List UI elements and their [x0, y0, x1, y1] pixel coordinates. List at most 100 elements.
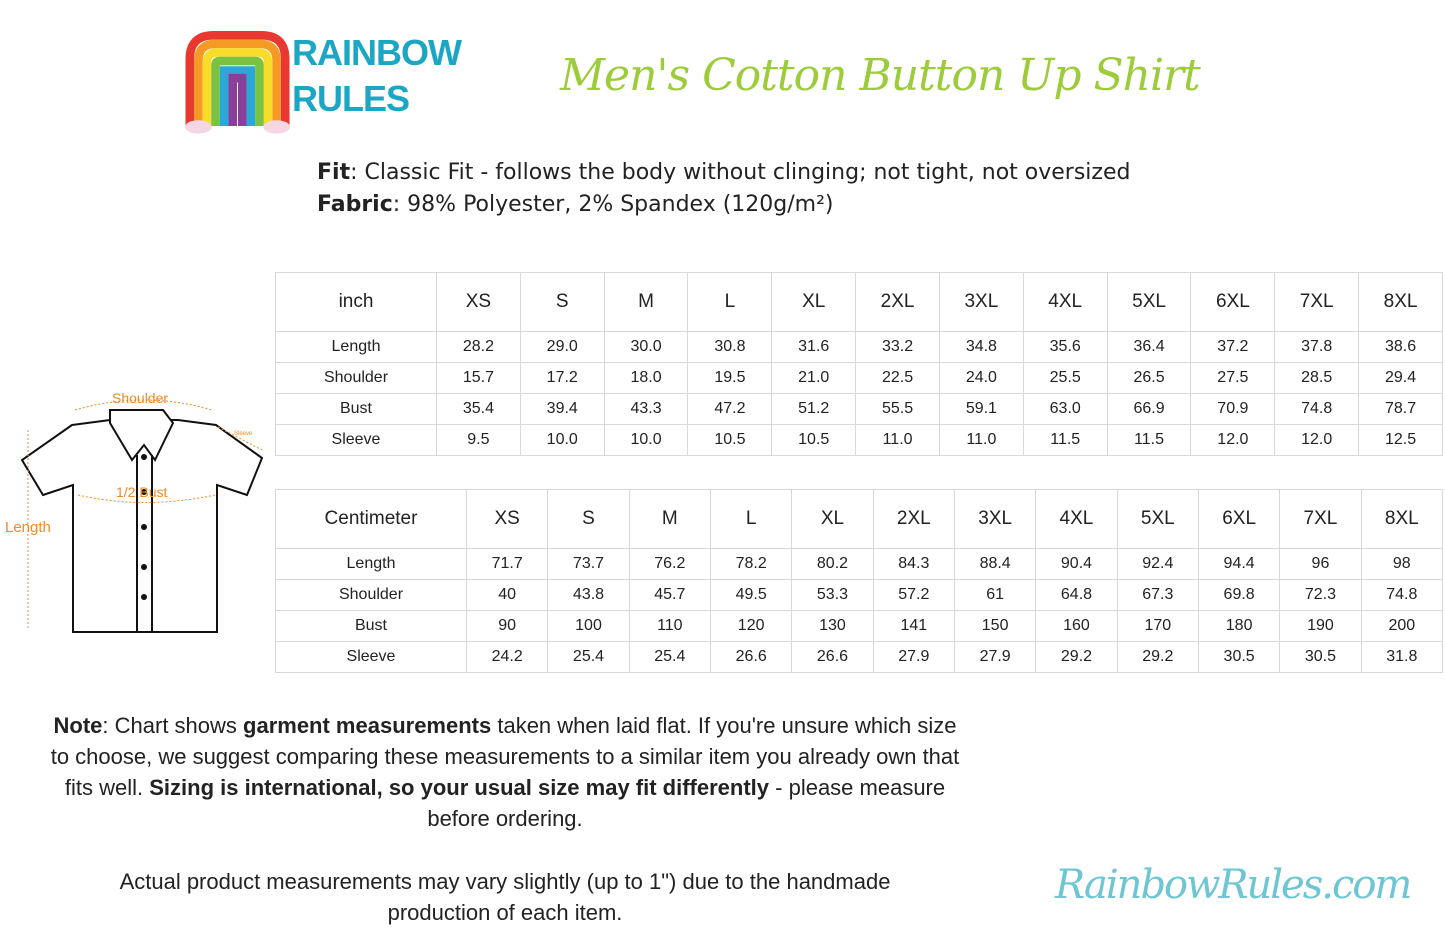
measurement-cell: 53.3: [791, 579, 874, 611]
size-header: 3XL: [953, 489, 1037, 549]
measurement-cell: 51.2: [771, 393, 857, 425]
measurement-cell: 37.2: [1190, 331, 1276, 363]
measurement-cell: 170: [1116, 610, 1199, 642]
measurement-cell: 21.0: [771, 362, 857, 394]
row-label: Bust: [275, 393, 437, 425]
page-title: Men's Cotton Button Up Shirt: [560, 50, 1201, 101]
measurement-cell: 40: [465, 579, 549, 611]
size-header: 6XL: [1190, 272, 1276, 332]
row-label: Length: [275, 331, 437, 363]
measurement-cell: 61: [953, 579, 1037, 611]
measurement-cell: 12.0: [1274, 424, 1360, 456]
size-header: 5XL: [1106, 272, 1192, 332]
measurement-cell: 84.3: [872, 548, 955, 580]
row-label: Shoulder: [275, 362, 437, 394]
table-row: Length 28.2 29.0 30.0 30.8 31.6 33.2 34.8 35.6 36…: [275, 331, 1443, 363]
unit-header: inch: [275, 272, 437, 332]
measurement-cell: 28.2: [436, 331, 521, 363]
measurement-cell: 43.3: [603, 393, 689, 425]
measurement-cell: 24.2: [465, 641, 549, 673]
measurement-cell: 96: [1279, 548, 1362, 580]
row-label: Length: [275, 548, 467, 580]
measurement-cell: 31.8: [1360, 641, 1444, 673]
measurement-cell: 76.2: [628, 548, 711, 580]
size-header: XS: [436, 272, 521, 332]
measurement-cell: 25.4: [547, 641, 630, 673]
measurement-cell: 35.4: [436, 393, 521, 425]
measurement-cell: 36.4: [1106, 331, 1192, 363]
measurement-cell: 25.4: [628, 641, 711, 673]
measurement-cell: 37.8: [1274, 331, 1360, 363]
table-row: Bust 35.4 39.4 43.3 47.2 51.2 55.5 59.1 63.0 66.9…: [275, 393, 1443, 425]
measurement-cell: 22.5: [855, 362, 940, 394]
measurement-cell: 92.4: [1116, 548, 1199, 580]
measurement-cell: 120: [709, 610, 793, 642]
measurement-cell: 30.8: [687, 331, 773, 363]
rainbow-logo-icon: [185, 30, 290, 134]
shirt-measurement-diagram: Shoulder Sleeve 1/2 Bust Length: [5, 390, 264, 633]
shirt-collar: [109, 409, 175, 462]
measurement-cell: 47.2: [687, 393, 773, 425]
measurement-cell: 78.2: [709, 548, 793, 580]
measurement-cell: 49.5: [709, 579, 793, 611]
table-row: Length 71.7 73.7 76.2 78.2 80.2 84.3 88.4 90.4 92…: [275, 548, 1444, 580]
size-header: 8XL: [1360, 489, 1444, 549]
table-row: Shoulder 15.7 17.2 18.0 19.5 21.0 22.5 24.0 25.5…: [275, 362, 1443, 394]
measurement-cell: 10.5: [687, 424, 773, 456]
measurement-cell: 34.8: [938, 331, 1024, 363]
row-label: Shoulder: [275, 579, 467, 611]
measurement-cell: 27.9: [872, 641, 955, 673]
measurement-cell: 59.1: [938, 393, 1024, 425]
measurement-cell: 90: [465, 610, 549, 642]
size-header: XL: [791, 489, 874, 549]
size-header: 4XL: [1022, 272, 1108, 332]
table-row: Shoulder 40 43.8 45.7 49.5 53.3 57.2 61 64.8 67.3…: [275, 579, 1444, 611]
measurement-cell: 110: [628, 610, 711, 642]
measurement-cell: 12.0: [1190, 424, 1276, 456]
measurement-cell: 38.6: [1358, 331, 1443, 363]
size-header: L: [709, 489, 793, 549]
handmade-disclaimer: Actual product measurements may vary sli…: [119, 869, 891, 925]
measurement-cell: 63.0: [1022, 393, 1108, 425]
measurement-cell: 10.0: [603, 424, 689, 456]
size-header: 7XL: [1274, 272, 1360, 332]
measurement-cell: 26.6: [791, 641, 874, 673]
size-header: 6XL: [1197, 489, 1281, 549]
measurement-cell: 180: [1197, 610, 1281, 642]
measurement-cell: 11.0: [938, 424, 1024, 456]
size-header: 4XL: [1035, 489, 1118, 549]
size-header: M: [628, 489, 711, 549]
measurement-cell: 28.5: [1274, 362, 1360, 394]
measurement-cell: 130: [791, 610, 874, 642]
measurement-cell: 67.3: [1116, 579, 1199, 611]
measurement-cell: 27.5: [1190, 362, 1276, 394]
measurement-cell: 55.5: [855, 393, 940, 425]
measurement-cell: 98: [1360, 548, 1444, 580]
measurement-cell: 35.6: [1022, 331, 1108, 363]
measurement-cell: 43.8: [547, 579, 630, 611]
measurement-cell: 17.2: [519, 362, 605, 394]
measurement-cell: 160: [1035, 610, 1118, 642]
measurement-cell: 15.7: [436, 362, 521, 394]
measurement-cell: 69.8: [1197, 579, 1281, 611]
measurement-cell: 150: [953, 610, 1037, 642]
size-header: 8XL: [1358, 272, 1443, 332]
measurement-cell: 200: [1360, 610, 1444, 642]
inch-size-table: inch XS S M L XL 2XL 3XL 4XL 5XL 6XL 7XL 8XL Length…: [275, 272, 1443, 456]
measurement-cell: 11.5: [1106, 424, 1192, 456]
measurement-cell: 74.8: [1274, 393, 1360, 425]
measurement-cell: 90.4: [1035, 548, 1118, 580]
measurement-cell: 100: [547, 610, 630, 642]
size-header: S: [547, 489, 630, 549]
measurement-cell: 11.5: [1022, 424, 1108, 456]
fabric-spec: Fabric: 98% Polyester, 2% Spandex (120g/…: [317, 192, 834, 217]
row-label: Bust: [275, 610, 467, 642]
size-header: 7XL: [1279, 489, 1362, 549]
size-header: S: [519, 272, 605, 332]
measurement-cell: 9.5: [436, 424, 521, 456]
bust-label: 1/2 Bust: [116, 484, 167, 500]
unit-header: Centimeter: [275, 489, 467, 549]
measurement-cell: 19.5: [687, 362, 773, 394]
table-row: Sleeve 24.2 25.4 25.4 26.6 26.6 27.9 27.9 29.2 29…: [275, 641, 1444, 673]
measurement-cell: 141: [872, 610, 955, 642]
